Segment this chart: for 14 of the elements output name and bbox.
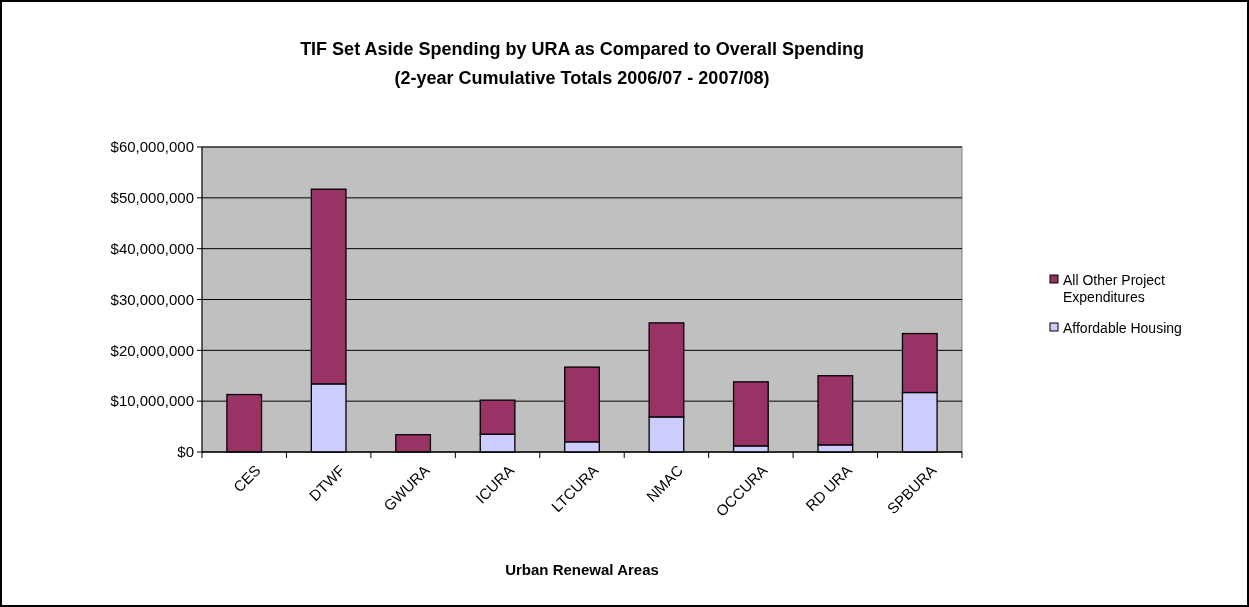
- y-tick-label: $60,000,000: [110, 138, 194, 156]
- y-tick-label: $40,000,000: [110, 239, 194, 257]
- legend-label: Affordable Housing: [1063, 319, 1182, 336]
- y-tick-label: $20,000,000: [110, 341, 194, 359]
- legend-label: All Other Project Expenditures: [1063, 271, 1166, 305]
- x-tick-label: RD URA: [802, 461, 855, 515]
- chart-title: TIF Set Aside Spending by URA as Compared to Overall Spending: [300, 39, 864, 59]
- y-tick-label: $10,000,000: [110, 392, 194, 410]
- x-tick-label: CES: [229, 461, 264, 496]
- y-tick-label: $50,000,000: [110, 189, 194, 207]
- y-tick-label: $30,000,000: [110, 290, 194, 308]
- y-tick-label: $0: [177, 443, 194, 461]
- chart-subtitle: (2-year Cumulative Totals 2006/07 - 2007/08): [394, 68, 770, 88]
- x-axis-title: Urban Renewal Areas: [505, 561, 659, 578]
